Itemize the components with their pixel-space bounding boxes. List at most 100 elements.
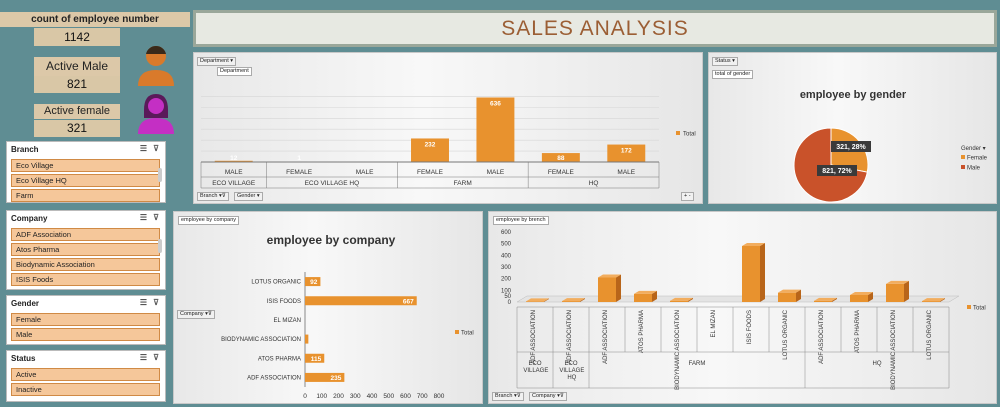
company-tick-label: ISIS FOODS — [747, 310, 753, 344]
bar-top — [778, 289, 801, 293]
x-tick-label: 200 — [333, 393, 344, 400]
company-tick-label: ADF ASSOCIATION — [819, 310, 825, 364]
expand-collapse-button[interactable]: + - — [681, 192, 694, 201]
bar — [886, 283, 904, 302]
slicer-item-eco-village[interactable]: Eco Village — [11, 159, 160, 172]
bar-side — [544, 298, 549, 302]
data-label: 235 — [331, 375, 342, 382]
company-bar-chart: employee by company 0 100 200 300 400 500 600 70… — [221, 233, 474, 400]
gender-filter-button[interactable]: Gender ▾ — [234, 192, 263, 201]
employee-by-company-label: employee by company — [178, 216, 240, 225]
company-tick-label: ATOS PHARMA — [855, 310, 861, 353]
data-label: 88 — [557, 155, 565, 162]
y-tick-label: 100 — [501, 288, 512, 294]
multi-select-icon[interactable]: ☰ — [139, 298, 147, 307]
category-tick-label: ADF ASSOCIATION — [247, 375, 301, 381]
company-tick-label: ADF ASSOCIATION — [603, 310, 609, 364]
clear-filter-icon[interactable]: ⊽ — [153, 353, 159, 362]
y-tick-label: 300 — [501, 265, 512, 271]
gender-pie-chart: employee by gender 321, 28% 821, 72% Gender… — [793, 89, 988, 203]
x-tick-label: 700 — [417, 393, 428, 400]
slicer-item-adf-association[interactable]: ADF Association — [11, 228, 160, 241]
slicer-item-farm[interactable]: Farm — [11, 189, 160, 202]
gender-slicer[interactable]: Gender ☰ ⊽ Female Male — [6, 295, 166, 345]
branch-tick-label: ECO VILLAGE — [522, 361, 549, 374]
gender-tick-label: FEMALE — [417, 169, 444, 176]
bar-top — [562, 298, 585, 302]
x-tick-label: 300 — [350, 393, 361, 400]
bar — [541, 153, 580, 162]
slicer-item-male[interactable]: Male — [11, 328, 160, 341]
company-slicer-title: Company — [11, 214, 48, 223]
branch-slicer[interactable]: Branch ☰ ⊽ Eco Village Eco Village HQ Fa… — [6, 141, 166, 203]
multi-select-icon[interactable]: ☰ — [139, 144, 147, 153]
bar — [634, 293, 652, 302]
company-tick-label: EL MIZAN — [711, 310, 717, 337]
slicer-item-inactive[interactable]: Inactive — [11, 383, 160, 396]
bar-side — [868, 292, 873, 302]
multi-select-icon[interactable]: ☰ — [139, 213, 147, 222]
male-label: Active Male — [34, 57, 120, 76]
count-label: count of employee number — [0, 12, 190, 27]
female-value: 321 — [34, 120, 120, 137]
bar-side — [796, 289, 801, 302]
slicer-item-atos-pharma[interactable]: Atos Pharma — [11, 243, 160, 256]
bar-top — [922, 298, 945, 302]
legend-title: Gender ▾ — [961, 146, 986, 152]
bar-side — [652, 290, 657, 302]
multi-select-icon[interactable]: ☰ — [139, 353, 147, 362]
y-tick-label: 50 — [504, 294, 511, 300]
bar — [476, 97, 515, 162]
company-filter-button[interactable]: Company ▾⊽ — [529, 392, 567, 401]
branch-tick-label: ECO VILLAGE — [212, 180, 256, 187]
gender-branch-column-chart: 12 MALE 1 FEMALE MALE 232 FEMALE 636 MALE 88 FEMAL… — [200, 96, 696, 189]
data-label: 636 — [490, 100, 501, 107]
bar — [305, 296, 417, 306]
bar-top — [526, 298, 549, 302]
bar — [305, 372, 345, 382]
branch-tick-label: ECO VILLAGE HQ — [558, 361, 585, 381]
data-label-bg — [831, 141, 871, 152]
department-filter-button[interactable]: Department ▾ — [197, 57, 237, 66]
slicer-item-female[interactable]: Female — [11, 313, 160, 326]
company-tick-label: ADF ASSOCIATION — [567, 310, 573, 364]
company-slicer[interactable]: Company ☰ ⊽ ADF Association Atos Pharma … — [6, 210, 166, 290]
scrollbar[interactable] — [158, 168, 162, 182]
branch-tick-label: HQ — [589, 180, 599, 187]
status-slicer[interactable]: Status ☰ ⊽ Active Inactive — [6, 350, 166, 402]
data-label: 821, 72% — [822, 168, 852, 175]
clear-filter-icon[interactable]: ⊽ — [153, 213, 159, 222]
gender-tick-label: MALE — [356, 169, 374, 176]
category-tick-label: BIODYNAMIC ASSOCIATION — [221, 337, 301, 343]
data-label: 172 — [621, 148, 632, 155]
female-person-icon — [138, 94, 174, 134]
male-value: 821 — [34, 76, 120, 93]
company-tick-label: LOTUS ORGANIC — [927, 309, 933, 359]
bar — [562, 301, 580, 302]
slicer-item-biodynamic-association[interactable]: Biodynamic Association — [11, 258, 160, 271]
company-tick-label: BIODYNAMIC ASSOCIATION — [891, 310, 897, 390]
x-tick-label: 500 — [383, 393, 394, 400]
bar-top — [598, 274, 621, 278]
slicer-item-active[interactable]: Active — [11, 368, 160, 381]
y-tick-label: 0 — [508, 300, 512, 306]
legend-swatch — [961, 165, 965, 169]
bar-top — [850, 292, 873, 295]
dashboard-title: SALES ANALYSIS — [193, 10, 997, 47]
legend-swatch — [961, 155, 965, 159]
branch-tick-label: FARM — [454, 180, 472, 187]
bar-top — [634, 290, 657, 294]
company-filter-button[interactable]: Company ▾⊽ — [177, 310, 215, 319]
gender-branch-chart-panel: Department ▾ Department 12 MALE 1 FEMALE MAL… — [193, 52, 703, 204]
bar — [214, 160, 253, 162]
slicer-item-isis-foods[interactable]: ISIS Foods — [11, 273, 160, 286]
status-filter-button[interactable]: Status ▾ — [712, 57, 738, 66]
clear-filter-icon[interactable]: ⊽ — [153, 298, 159, 307]
clear-filter-icon[interactable]: ⊽ — [153, 144, 159, 153]
branch-filter-button[interactable]: Branch ▾⊽ — [197, 192, 229, 201]
branch-slicer-title: Branch — [11, 145, 39, 154]
slicer-item-eco-village-hq[interactable]: Eco Village HQ — [11, 174, 160, 187]
scrollbar[interactable] — [158, 239, 162, 253]
chart-title: employee by company — [267, 233, 396, 247]
branch-filter-button[interactable]: Branch ▾⊽ — [492, 392, 524, 401]
